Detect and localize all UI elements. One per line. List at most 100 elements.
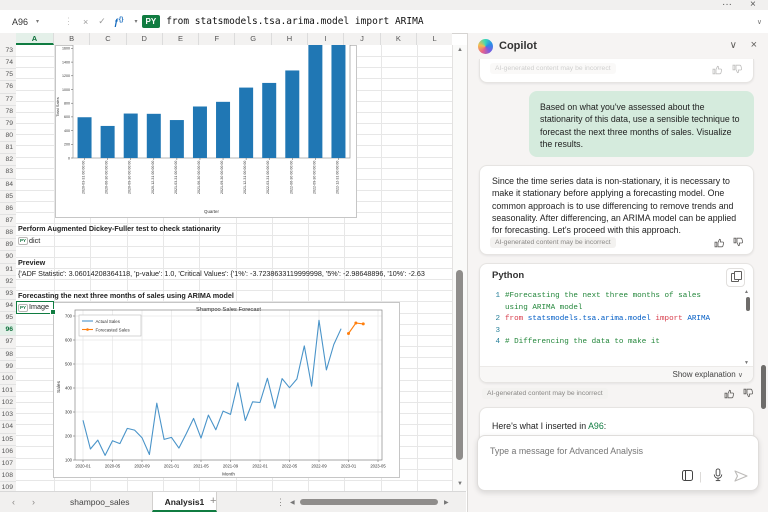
row-header-100[interactable]: 100 xyxy=(0,373,16,385)
prompt-guide-icon[interactable] xyxy=(681,469,694,482)
row-header-94[interactable]: 94 xyxy=(0,300,16,313)
row-header-104[interactable]: 104 xyxy=(0,421,16,434)
selected-cell-outline[interactable] xyxy=(16,301,56,316)
grid-cell-A95[interactable]: Forecasting the next three months of sal… xyxy=(18,291,234,301)
row-header-93[interactable]: 93 xyxy=(0,288,16,300)
sheet-nav-right-icon[interactable]: › xyxy=(32,497,35,507)
row-header-88[interactable]: 88 xyxy=(0,227,16,240)
row-header-95[interactable]: 95 xyxy=(0,312,16,325)
row-header-90[interactable]: 90 xyxy=(0,251,16,264)
row-header-101[interactable]: 101 xyxy=(0,385,16,398)
sheet-tab-shampoo_sales[interactable]: shampoo_sales xyxy=(70,497,130,507)
quarterly-sales-bar-chart[interactable]: Total Sales 0 200 400 600 800 1000 1200 1400 1600… xyxy=(55,45,357,218)
copilot-collapse-icon[interactable]: ∨ xyxy=(729,40,737,51)
code-scroll-up-icon[interactable]: ▲ xyxy=(744,289,749,295)
column-header-I[interactable]: I xyxy=(308,33,345,45)
column-header-L[interactable]: L xyxy=(417,33,452,45)
python-function-icon[interactable]: ƒ{} xyxy=(113,16,124,27)
row-header-78[interactable]: 78 xyxy=(0,106,16,118)
grid-cell-A92[interactable]: Preview xyxy=(18,257,46,267)
microphone-icon[interactable] xyxy=(712,468,724,482)
horizontal-scrollbar-thumb[interactable] xyxy=(300,499,438,505)
row-header-97[interactable]: 97 xyxy=(0,336,16,349)
code-scrollbar-thumb[interactable] xyxy=(745,297,750,311)
column-header-K[interactable]: K xyxy=(381,33,417,45)
row-header-92[interactable]: 92 xyxy=(0,276,16,288)
column-header-E[interactable]: E xyxy=(163,33,200,45)
row-header-73[interactable]: 73 xyxy=(0,45,16,58)
sheet-more-icon[interactable]: ⋮ xyxy=(276,497,285,507)
shampoo-sales-forecast-chart[interactable]: Shampoo Sales Forecast Sales 100 200 300 400 5… xyxy=(53,302,400,478)
grid-cell-A89[interactable]: Perform Augmented Dickey-Fuller test to … xyxy=(18,224,221,234)
thumbs-up-icon[interactable] xyxy=(714,237,725,248)
row-header-82[interactable]: 82 xyxy=(0,154,16,167)
column-header-B[interactable]: B xyxy=(54,33,91,45)
formula-text[interactable]: from statsmodels.tsa.arima.model import … xyxy=(166,16,424,27)
row-header-85[interactable]: 85 xyxy=(0,191,16,203)
column-header-F[interactable]: F xyxy=(199,33,236,45)
row-header-96[interactable]: 96 xyxy=(0,324,16,337)
python-function-dropdown-icon[interactable]: ▾ xyxy=(134,19,138,25)
copy-code-button[interactable] xyxy=(726,268,745,287)
row-header-108[interactable]: 108 xyxy=(0,470,16,483)
name-box[interactable]: A96 ▾ xyxy=(6,12,59,31)
row-header-105[interactable]: 105 xyxy=(0,434,16,446)
column-header-D[interactable]: D xyxy=(127,33,163,45)
code-scrollbar[interactable]: ▲ ▼ xyxy=(743,288,752,368)
row-header-81[interactable]: 81 xyxy=(0,142,16,155)
show-explanation-button[interactable]: Show explanation ∨ xyxy=(480,366,753,382)
thumbs-down-icon[interactable] xyxy=(733,237,744,248)
row-header-84[interactable]: 84 xyxy=(0,179,16,191)
code-area[interactable]: 1 #Forecasting the next three months of s… xyxy=(480,288,753,368)
vertical-scrollbar[interactable]: ▲ ▼ xyxy=(452,45,467,491)
thumbs-up-icon[interactable] xyxy=(712,64,723,75)
column-header-A[interactable]: A xyxy=(16,33,54,45)
row-header-98[interactable]: 98 xyxy=(0,349,16,361)
column-header-C[interactable]: C xyxy=(90,33,127,45)
grid-cell-A90[interactable]: PY dict xyxy=(18,235,41,246)
row-header-103[interactable]: 103 xyxy=(0,409,16,422)
row-header-86[interactable]: 86 xyxy=(0,203,16,215)
copilot-scrollbar-thumb[interactable] xyxy=(761,365,766,409)
scroll-down-icon[interactable]: ▼ xyxy=(457,481,463,487)
hscroll-right-icon[interactable]: ▶ xyxy=(444,500,449,506)
row-header-91[interactable]: 91 xyxy=(0,264,16,276)
row-header-77[interactable]: 77 xyxy=(0,94,16,106)
sheet-nav-left-icon[interactable]: ‹ xyxy=(12,497,15,507)
confirm-icon[interactable]: ✓ xyxy=(98,16,106,26)
column-header-H[interactable]: H xyxy=(272,33,309,45)
spreadsheet-grid[interactable]: Total Sales 0 200 400 600 800 1000 1200 1400 1600… xyxy=(16,45,452,491)
row-header-109[interactable]: 109 xyxy=(0,482,16,491)
row-header-89[interactable]: 89 xyxy=(0,239,16,252)
row-header-106[interactable]: 106 xyxy=(0,446,16,458)
vertical-scrollbar-thumb[interactable] xyxy=(456,270,463,460)
grid-cell-A93[interactable]: {'ADF Statistic': 3.06014208364118, 'p-v… xyxy=(18,269,425,278)
window-close-icon[interactable]: × xyxy=(750,0,756,10)
window-more-icon[interactable]: ··· xyxy=(722,0,732,10)
sheet-tab-Analysis1[interactable]: Analysis1 xyxy=(151,492,218,512)
scroll-up-icon[interactable]: ▲ xyxy=(457,47,463,53)
column-header-G[interactable]: G xyxy=(235,33,272,45)
row-header-102[interactable]: 102 xyxy=(0,397,16,410)
row-header-76[interactable]: 76 xyxy=(0,81,16,94)
code-scroll-down-icon[interactable]: ▼ xyxy=(744,360,749,366)
row-header-107[interactable]: 107 xyxy=(0,458,16,470)
inserted-cell-reference[interactable]: A96 xyxy=(588,421,604,431)
row-header-75[interactable]: 75 xyxy=(0,69,16,82)
formula-bar-expand-icon[interactable]: ∨ xyxy=(756,18,762,26)
row-header-74[interactable]: 74 xyxy=(0,57,16,70)
row-header-83[interactable]: 83 xyxy=(0,166,16,179)
row-header-99[interactable]: 99 xyxy=(0,361,16,373)
send-icon[interactable] xyxy=(734,470,748,482)
thumbs-up-icon[interactable] xyxy=(724,388,735,399)
fill-handle[interactable] xyxy=(49,309,56,316)
column-header-J[interactable]: J xyxy=(344,33,381,45)
cancel-icon[interactable]: × xyxy=(83,16,89,27)
add-sheet-icon[interactable]: + xyxy=(210,495,217,507)
thumbs-down-icon[interactable] xyxy=(743,388,754,399)
thumbs-down-icon[interactable] xyxy=(732,64,743,75)
grid-cell-A96[interactable]: PY Image xyxy=(18,302,49,312)
name-box-dropdown-icon[interactable]: ▾ xyxy=(36,19,40,25)
row-header-79[interactable]: 79 xyxy=(0,118,16,130)
row-header-87[interactable]: 87 xyxy=(0,215,16,228)
